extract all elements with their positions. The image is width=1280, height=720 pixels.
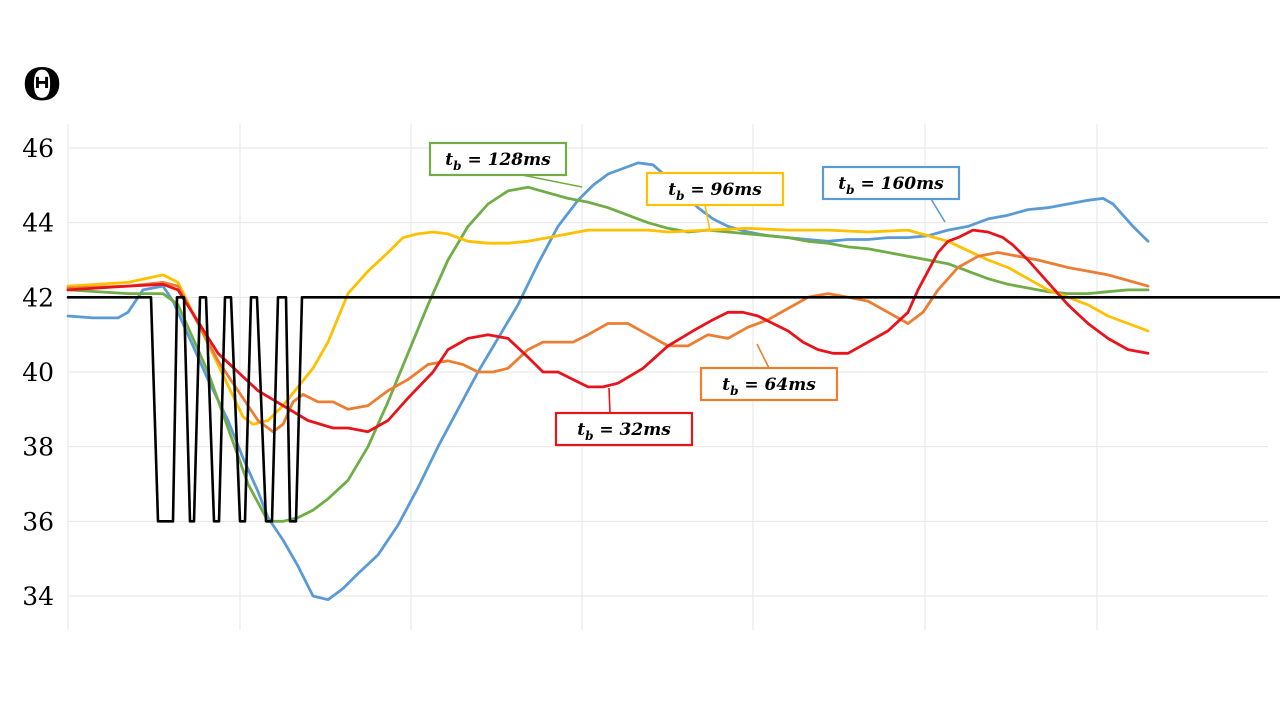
callout-label: tb = 128ms — [445, 150, 551, 173]
callout-tb-32ms: tb = 32ms — [554, 387, 694, 447]
y-axis-ticks: 34 36 38 40 42 44 46 — [22, 134, 54, 611]
y-tick-label: 38 — [22, 433, 54, 462]
callout-layer: tb = 32ms tb = 64ms tb = 96ms tb = 128ms tb … — [428, 141, 961, 447]
callout-box — [699, 366, 839, 402]
callout-box — [554, 411, 694, 447]
callout-box — [428, 141, 568, 177]
series-line-tb-32ms — [66, 228, 1150, 434]
callout-box — [821, 165, 961, 201]
callout-label: tb = 160ms — [838, 174, 944, 197]
callout-box — [645, 171, 785, 207]
y-tick-label: 40 — [22, 358, 54, 387]
series-line-tb-128ms — [66, 185, 1150, 523]
callout-leader — [521, 174, 583, 188]
series-line-tb-96ms — [66, 226, 1150, 426]
y-tick-label: 44 — [22, 209, 54, 238]
y-tick-label: 42 — [22, 283, 54, 312]
series-line-tb-160ms — [66, 161, 1150, 602]
callout-leader — [756, 343, 770, 369]
callout-leader — [704, 204, 711, 232]
callout-label: tb = 96ms — [668, 180, 762, 203]
series-line-reference — [66, 296, 1280, 523]
y-tick-label: 36 — [22, 507, 54, 536]
callout-label: tb = 64ms — [722, 375, 816, 398]
series-layer — [66, 161, 1280, 602]
y-tick-label: 34 — [22, 582, 54, 611]
callout-tb-128ms: tb = 128ms — [428, 141, 583, 188]
y-axis-label: Θ — [23, 60, 61, 111]
callout-tb-160ms: tb = 160ms — [821, 165, 961, 223]
callout-leader — [930, 198, 946, 223]
callout-label: tb = 32ms — [577, 420, 671, 443]
callout-leader — [608, 387, 611, 414]
callout-tb-96ms: tb = 96ms — [645, 171, 785, 232]
callout-tb-64ms: tb = 64ms — [699, 343, 839, 402]
y-tick-label: 46 — [22, 134, 54, 163]
